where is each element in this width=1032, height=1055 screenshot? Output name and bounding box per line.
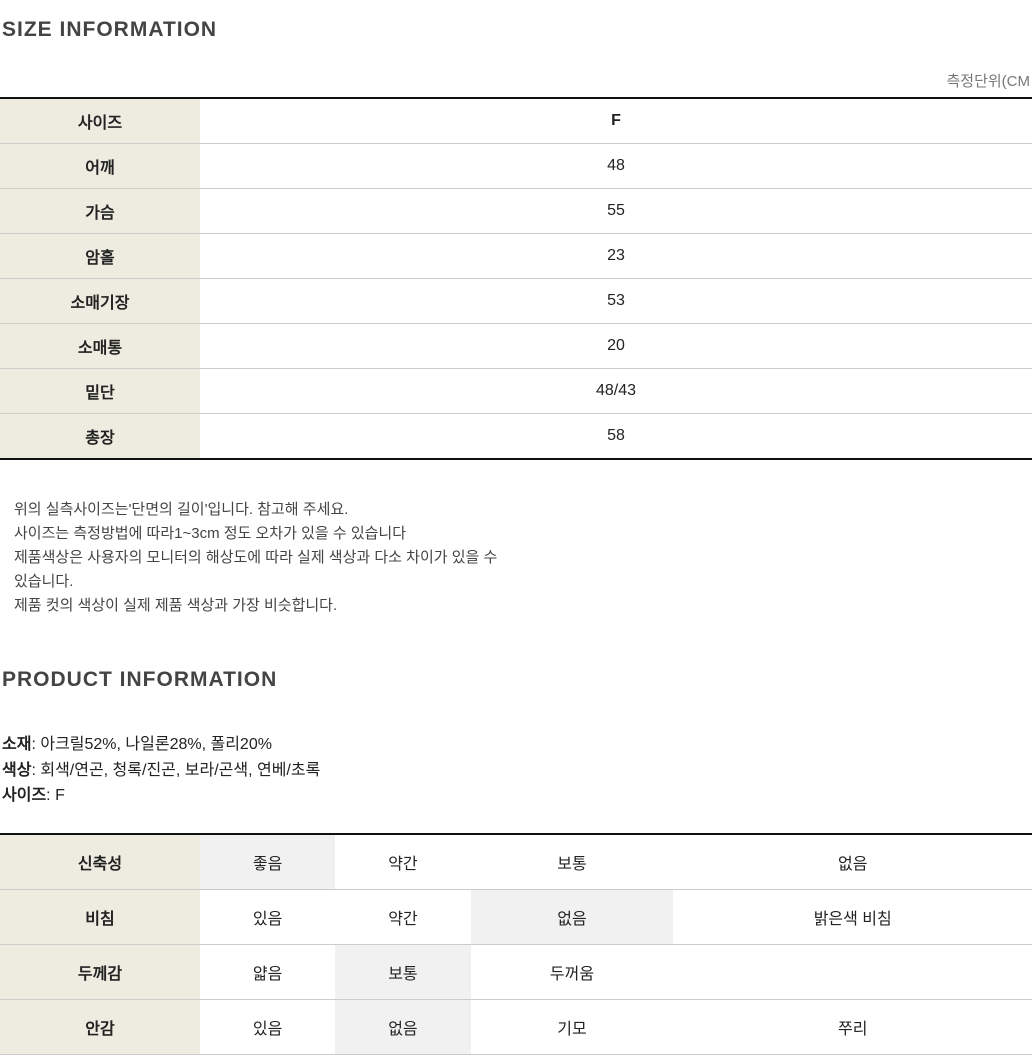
product-detail-value: : 회색/연곤, 청록/진곤, 보라/곤색, 연베/초록 xyxy=(31,762,320,779)
attribute-option: 없음 xyxy=(673,834,1032,890)
size-table-row: 밑단48/43 xyxy=(0,369,1032,414)
attribute-option: 좋음 xyxy=(200,834,335,890)
attribute-row: 안감있음없음기모쭈리 xyxy=(0,999,1032,1054)
size-row-value: 20 xyxy=(200,324,1032,369)
size-table-row: 어깨48 xyxy=(0,144,1032,189)
product-detail-line: 색상: 회색/연곤, 청록/진곤, 보라/곤색, 연베/초록 xyxy=(2,758,1032,784)
size-row-value: 55 xyxy=(200,189,1032,234)
size-row-value: 58 xyxy=(200,414,1032,460)
size-table-row: 가슴55 xyxy=(0,189,1032,234)
size-row-label: 밑단 xyxy=(0,369,200,414)
size-note-line: 제품 컷의 색상이 실제 제품 색상과 가장 비슷합니다. xyxy=(14,594,1032,618)
size-note-line: 사이즈는 측정방법에 따라1~3cm 정도 오차가 있을 수 있습니다 xyxy=(14,522,1032,546)
attribute-option: 있음 xyxy=(200,999,335,1054)
product-details: 소재: 아크릴52%, 나일론28%, 폴리20%색상: 회색/연곤, 청록/진… xyxy=(2,732,1032,809)
attribute-option: 없음 xyxy=(471,889,674,944)
attribute-option: 보통 xyxy=(335,944,470,999)
attribute-row: 두께감얇음보통두꺼움 xyxy=(0,944,1032,999)
size-table: 사이즈F어깨48가슴55암홀23소매기장53소매통20밑단48/43총장58 xyxy=(0,97,1032,460)
attribute-table: 신축성좋음약간보통없음비침있음약간없음밝은색 비침두께감얇음보통두꺼움안감있음없… xyxy=(0,833,1032,1055)
attribute-option: 있음 xyxy=(200,889,335,944)
size-row-label: 가슴 xyxy=(0,189,200,234)
attribute-row-label: 안감 xyxy=(0,999,200,1054)
size-row-value: 53 xyxy=(200,279,1032,324)
product-detail-label: 사이즈 xyxy=(2,787,46,804)
size-row-label: 어깨 xyxy=(0,144,200,189)
product-detail-value: : 아크릴52%, 나일론28%, 폴리20% xyxy=(31,736,272,753)
size-row-label: 암홀 xyxy=(0,234,200,279)
size-note-line: 있습니다. xyxy=(14,570,1032,594)
size-row-label: 소매통 xyxy=(0,324,200,369)
product-detail-value: : F xyxy=(46,787,65,804)
product-detail-label: 소재 xyxy=(2,736,31,753)
attribute-option: 없음 xyxy=(335,999,470,1054)
attribute-option: 기모 xyxy=(471,999,674,1054)
size-table-row: 암홀23 xyxy=(0,234,1032,279)
attribute-row: 신축성좋음약간보통없음 xyxy=(0,834,1032,890)
attribute-row-label: 비침 xyxy=(0,889,200,944)
size-row-value: 23 xyxy=(200,234,1032,279)
attribute-option: 밝은색 비침 xyxy=(673,889,1032,944)
size-row-label: 사이즈 xyxy=(0,98,200,144)
product-detail-line: 사이즈: F xyxy=(2,783,1032,809)
size-table-row: 소매기장53 xyxy=(0,279,1032,324)
size-info-title: SIZE INFORMATION xyxy=(0,18,1032,42)
size-notes: 위의 실측사이즈는'단면의 길이'입니다. 참고해 주세요.사이즈는 측정방법에… xyxy=(14,498,1032,618)
size-table-row: 소매통20 xyxy=(0,324,1032,369)
attribute-option: 약간 xyxy=(335,834,470,890)
attribute-row-label: 신축성 xyxy=(0,834,200,890)
attribute-option: 약간 xyxy=(335,889,470,944)
attribute-option: 보통 xyxy=(471,834,674,890)
size-note-line: 제품색상은 사용자의 모니터의 해상도에 따라 실제 색상과 다소 차이가 있을… xyxy=(14,546,1032,570)
attribute-row: 비침있음약간없음밝은색 비침 xyxy=(0,889,1032,944)
size-row-value: F xyxy=(200,98,1032,144)
size-note-line: 위의 실측사이즈는'단면의 길이'입니다. 참고해 주세요. xyxy=(14,498,1032,522)
size-row-value: 48 xyxy=(200,144,1032,189)
attribute-row-label: 두께감 xyxy=(0,944,200,999)
unit-label: 측정단위(CM xyxy=(0,70,1032,91)
attribute-option: 쭈리 xyxy=(673,999,1032,1054)
attribute-option xyxy=(673,944,1032,999)
attribute-option: 얇음 xyxy=(200,944,335,999)
size-table-row: 총장58 xyxy=(0,414,1032,460)
size-row-label: 소매기장 xyxy=(0,279,200,324)
size-table-row: 사이즈F xyxy=(0,98,1032,144)
product-detail-line: 소재: 아크릴52%, 나일론28%, 폴리20% xyxy=(2,732,1032,758)
size-row-label: 총장 xyxy=(0,414,200,460)
product-info-title: PRODUCT INFORMATION xyxy=(0,668,1032,692)
attribute-option: 두꺼움 xyxy=(471,944,674,999)
size-row-value: 48/43 xyxy=(200,369,1032,414)
product-detail-label: 색상 xyxy=(2,762,31,779)
